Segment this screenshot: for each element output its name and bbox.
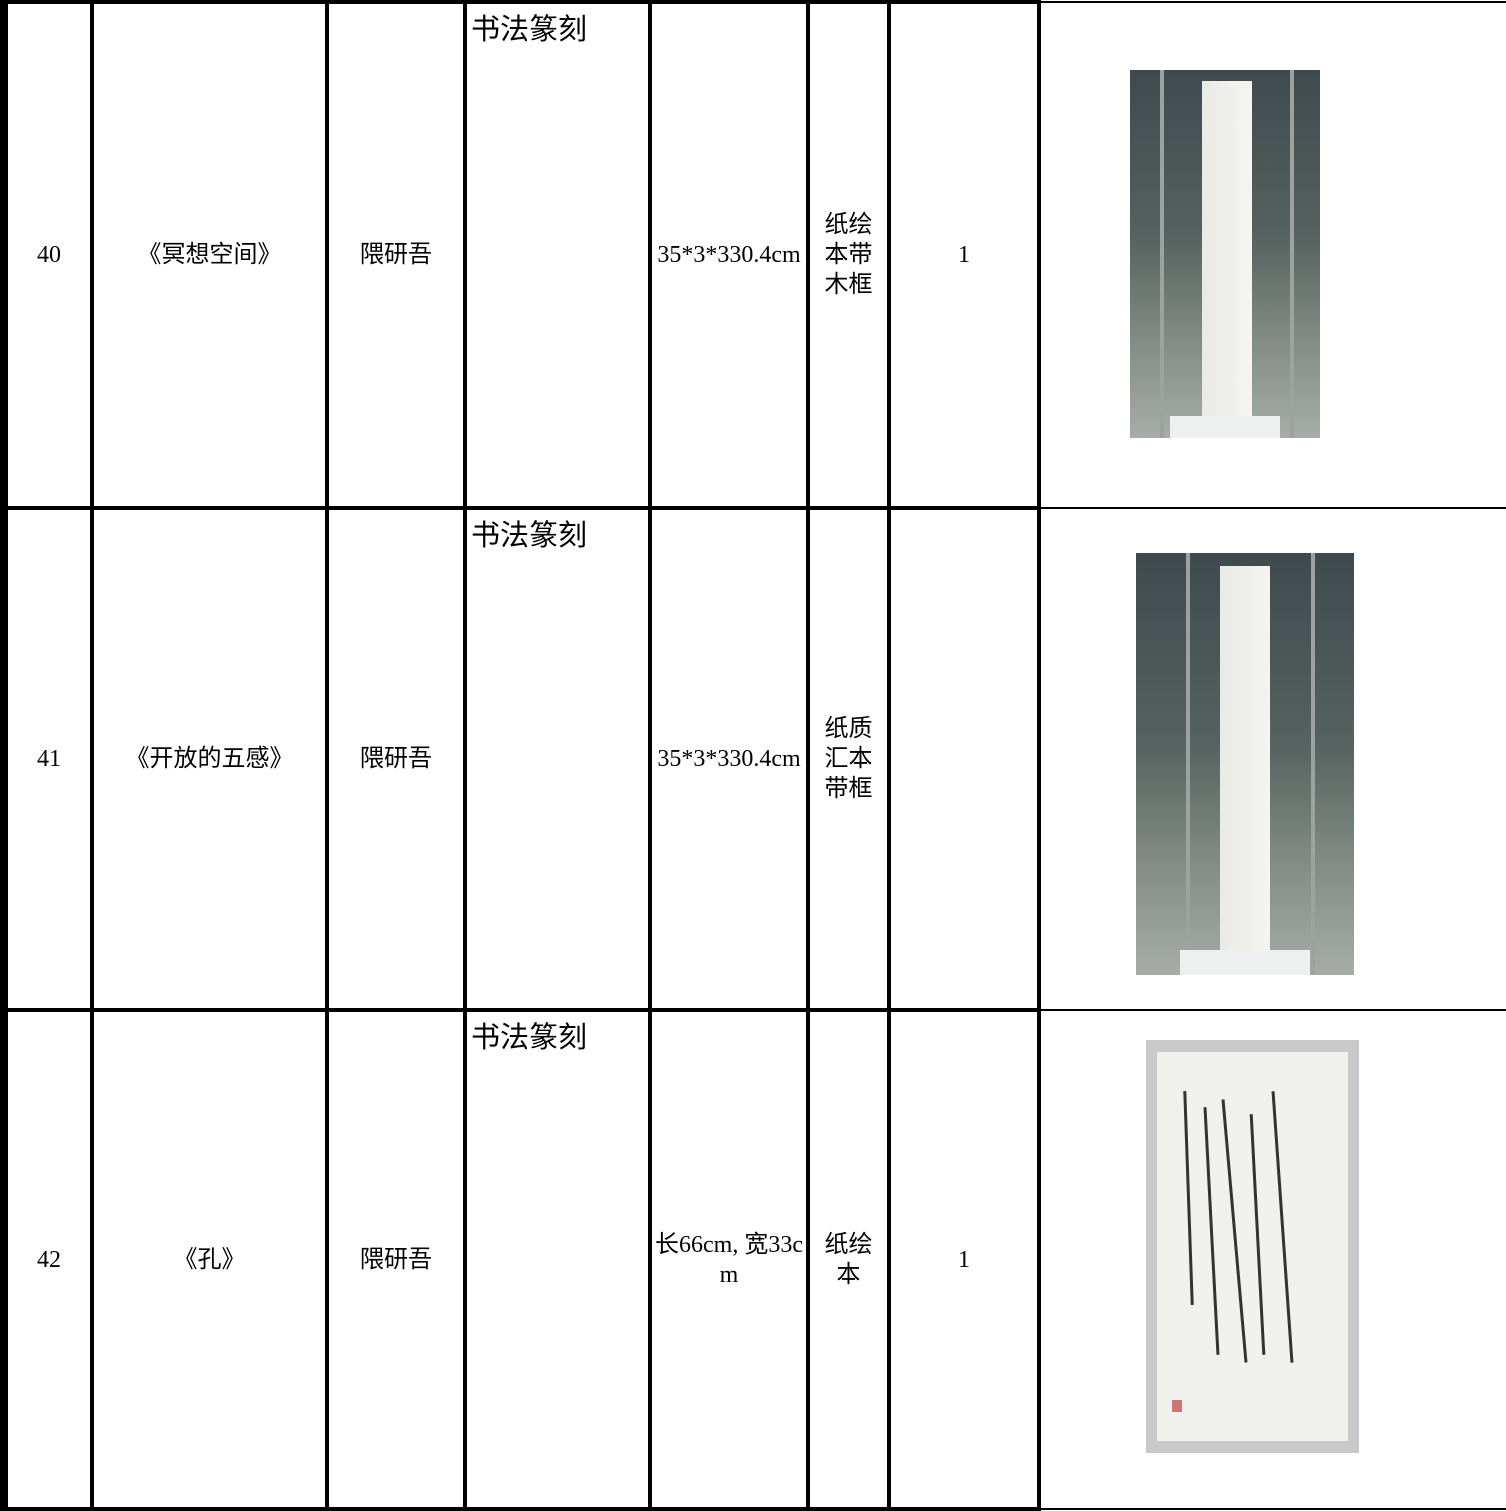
artwork-photo — [1136, 553, 1354, 975]
artist: 隈研吾 — [325, 1008, 467, 1511]
size: 长66cm, 宽33cm — [648, 1008, 810, 1511]
size: 35*3*330.4cm — [648, 0, 810, 510]
category: 书法篆刻 — [463, 0, 652, 510]
number: 40 — [0, 0, 94, 510]
table-row: 40 《冥想空间》 隈研吾 书法篆刻 35*3*330.4cm 纸绘本带木框 1 — [0, 0, 1506, 510]
material: 纸绘本带木框 — [806, 0, 891, 510]
image-cell — [1038, 1, 1506, 509]
quantity — [887, 506, 1041, 1012]
table-row: 41 《开放的五感》 隈研吾 书法篆刻 35*3*330.4cm 纸质汇本带框 — [0, 506, 1506, 1012]
artwork-photo — [1146, 1040, 1359, 1453]
title: 《冥想空间》 — [90, 0, 329, 510]
size: 35*3*330.4cm — [648, 506, 810, 1012]
artwork-photo — [1130, 70, 1320, 438]
table-row: 42 《孔》 隈研吾 书法篆刻 长66cm, 宽33cm 纸绘本 1 — [0, 1008, 1506, 1511]
material: 纸质汇本带框 — [806, 506, 891, 1012]
quantity: 1 — [887, 0, 1041, 510]
image-cell — [1038, 1009, 1506, 1510]
number: 41 — [0, 506, 94, 1012]
artist: 隈研吾 — [325, 506, 467, 1012]
image-cell — [1038, 507, 1506, 1011]
title: 《孔》 — [90, 1008, 329, 1511]
material: 纸绘本 — [806, 1008, 891, 1511]
artist: 隈研吾 — [325, 0, 467, 510]
title: 《开放的五感》 — [90, 506, 329, 1012]
category: 书法篆刻 — [463, 506, 652, 1012]
category: 书法篆刻 — [463, 1008, 652, 1511]
number: 42 — [0, 1008, 94, 1511]
quantity: 1 — [887, 1008, 1041, 1511]
